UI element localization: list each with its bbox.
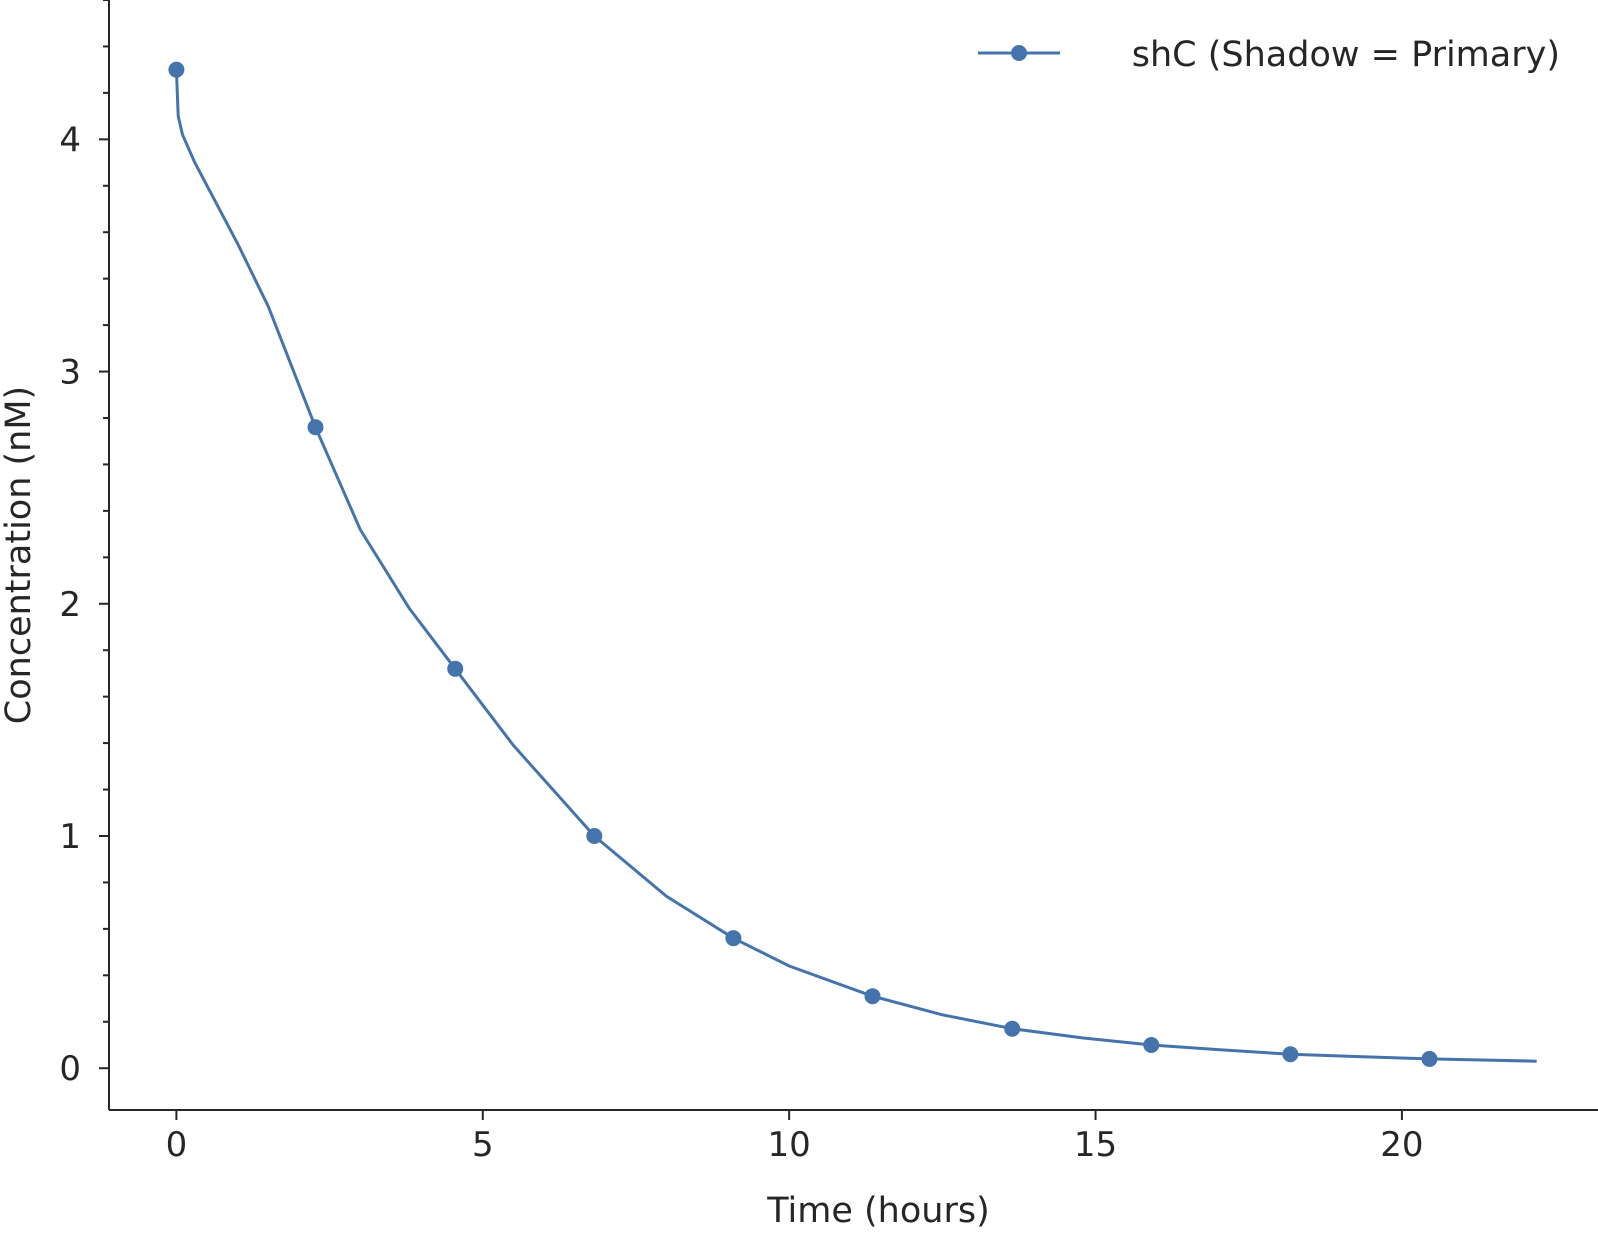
data-point xyxy=(1143,1036,1160,1053)
axes-group xyxy=(108,0,1598,1111)
series-layer xyxy=(168,61,1537,1067)
y-ticks-group: 0 1 2 3 4 xyxy=(59,0,109,1089)
legend-entry-label: shC (Shadow = Primary) xyxy=(1132,35,1560,75)
series-line xyxy=(174,69,1537,1063)
data-point xyxy=(1282,1046,1299,1063)
y-tick-label: 1 xyxy=(59,817,81,857)
data-point xyxy=(307,419,324,436)
data-point xyxy=(725,930,742,947)
y-tick-label: 2 xyxy=(59,585,81,625)
data-point xyxy=(447,660,464,677)
y-tick-label: 4 xyxy=(59,120,81,160)
data-point xyxy=(168,61,185,78)
y-tick-label: 0 xyxy=(59,1049,81,1089)
x-tick-label: 10 xyxy=(768,1125,811,1165)
data-point xyxy=(1004,1020,1021,1037)
x-tick-label: 15 xyxy=(1074,1125,1117,1165)
x-ticks-group: 0 5 10 15 20 xyxy=(166,1110,1424,1165)
data-point xyxy=(1421,1050,1438,1067)
y-tick-label: 3 xyxy=(59,353,81,393)
data-point xyxy=(586,827,603,844)
x-tick-label: 20 xyxy=(1380,1125,1423,1165)
x-tick-label: 5 xyxy=(472,1125,494,1165)
x-axis-label: Time (hours) xyxy=(766,1191,990,1231)
legend-marker-swatch xyxy=(1011,45,1027,61)
data-point xyxy=(864,988,881,1005)
legend: shC (Shadow = Primary) xyxy=(978,35,1560,75)
y-axis-label: Concentration (nM) xyxy=(0,386,39,724)
x-tick-label: 0 xyxy=(166,1125,188,1165)
